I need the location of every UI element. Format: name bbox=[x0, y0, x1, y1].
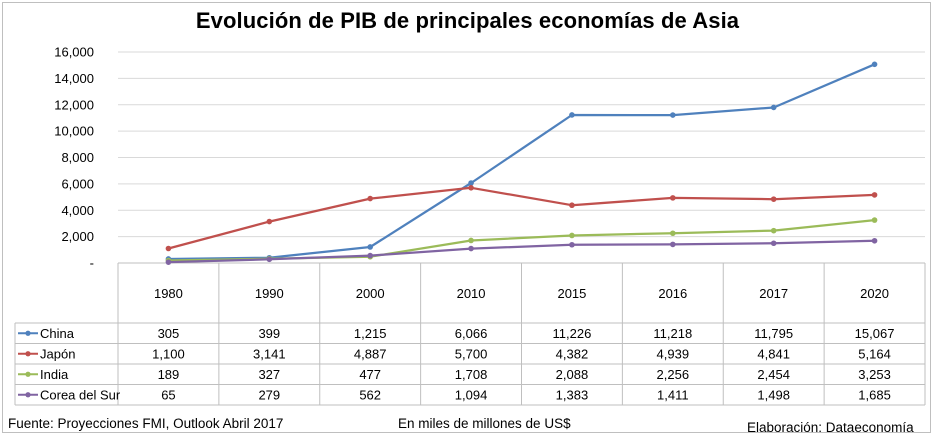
data-point bbox=[266, 256, 273, 263]
data-label: 2,256 bbox=[657, 367, 690, 382]
y-tick-label: 8,000 bbox=[61, 150, 94, 165]
data-label: 4,939 bbox=[657, 346, 690, 361]
data-point bbox=[770, 196, 777, 202]
data-label: 15,067 bbox=[855, 326, 895, 341]
data-point bbox=[468, 185, 474, 191]
data-point bbox=[871, 217, 878, 223]
legend-series-name: India bbox=[40, 367, 69, 382]
data-point bbox=[165, 259, 172, 265]
data-point bbox=[569, 112, 575, 118]
data-label: 1,383 bbox=[556, 387, 589, 402]
legend-series-name: China bbox=[40, 326, 75, 341]
units-note: En miles de millones de US$ bbox=[398, 416, 571, 431]
y-tick-label: 12,000 bbox=[54, 97, 94, 112]
data-label: 1,498 bbox=[757, 387, 790, 402]
data-label: 1,215 bbox=[354, 326, 387, 341]
data-point bbox=[367, 195, 373, 202]
data-point bbox=[770, 240, 777, 247]
legend-key-marker bbox=[25, 351, 31, 357]
x-category-label: 2016 bbox=[658, 286, 687, 301]
data-point bbox=[165, 245, 172, 252]
data-point bbox=[871, 237, 878, 244]
data-label: 4,841 bbox=[757, 346, 790, 361]
x-category-label: 2015 bbox=[557, 286, 586, 301]
legend-key-marker bbox=[25, 392, 31, 398]
y-tick-label: 4,000 bbox=[61, 203, 94, 218]
data-point bbox=[670, 230, 676, 237]
data-point bbox=[871, 61, 878, 68]
data-label: 562 bbox=[359, 387, 381, 402]
data-label: 2,088 bbox=[556, 367, 589, 382]
data-label: 65 bbox=[161, 387, 175, 402]
data-label: 11,226 bbox=[553, 326, 592, 341]
data-label: 189 bbox=[158, 367, 180, 382]
y-tick-label: 14,000 bbox=[54, 71, 94, 86]
series-line-corea-del-sur bbox=[168, 239, 875, 264]
data-point bbox=[367, 244, 373, 250]
data-label: 5,164 bbox=[858, 346, 891, 361]
data-table: 1980 1990 2000 2010 2015 2016 2017 2020 China 305… bbox=[14, 262, 926, 406]
data-point bbox=[670, 241, 676, 248]
series-line-japón bbox=[168, 186, 875, 250]
legend-key-marker bbox=[25, 330, 31, 336]
data-label: 4,382 bbox=[556, 346, 589, 361]
data-label: 3,253 bbox=[858, 367, 891, 382]
legend-series-name: Corea del Sur bbox=[40, 387, 121, 402]
data-label: 11,795 bbox=[754, 326, 793, 341]
series-line-china bbox=[168, 63, 876, 261]
x-category-label: 2010 bbox=[457, 286, 486, 301]
data-label: 477 bbox=[359, 367, 381, 382]
data-label: 399 bbox=[258, 326, 280, 341]
data-point bbox=[266, 218, 273, 225]
data-label: 279 bbox=[258, 387, 280, 402]
series-lines bbox=[165, 61, 878, 265]
data-point bbox=[670, 195, 676, 201]
data-point bbox=[670, 112, 676, 118]
credit-note: Elaboración: Dataeconomía bbox=[747, 420, 914, 435]
data-label: 1,094 bbox=[455, 387, 488, 402]
data-point bbox=[569, 202, 575, 209]
data-label: 1,411 bbox=[657, 387, 689, 402]
data-label: 1,100 bbox=[152, 346, 185, 361]
data-label: 3,141 bbox=[253, 346, 286, 361]
x-category-label: 2020 bbox=[860, 286, 889, 301]
legend-key-marker bbox=[25, 371, 31, 377]
legend-series-name: Japón bbox=[40, 346, 75, 361]
data-label: 4,887 bbox=[354, 346, 387, 361]
x-category-label: 2000 bbox=[356, 286, 385, 301]
y-tick-label: 6,000 bbox=[61, 176, 94, 191]
x-category-label: 1990 bbox=[255, 286, 284, 301]
data-label: 6,066 bbox=[455, 326, 488, 341]
source-note: Fuente: Proyecciones FMI, Outlook Abril … bbox=[8, 416, 284, 431]
data-point bbox=[468, 180, 474, 186]
data-point bbox=[569, 241, 575, 248]
gridlines bbox=[118, 51, 925, 238]
data-point bbox=[770, 104, 777, 111]
data-label: 305 bbox=[158, 326, 180, 341]
chart-frame bbox=[2, 2, 931, 433]
y-tick-label: - bbox=[90, 256, 94, 271]
x-category-label: 2017 bbox=[759, 286, 788, 301]
data-point bbox=[367, 252, 373, 259]
data-label: 2,454 bbox=[757, 367, 790, 382]
data-label: 11,218 bbox=[653, 326, 692, 341]
y-tick-label: 10,000 bbox=[54, 124, 94, 139]
data-point bbox=[468, 245, 474, 252]
data-point bbox=[468, 237, 474, 244]
data-point bbox=[770, 227, 777, 234]
data-label: 1,685 bbox=[858, 387, 891, 402]
data-point bbox=[569, 232, 575, 239]
y-tick-label: 16,000 bbox=[54, 45, 94, 60]
data-point bbox=[871, 192, 878, 198]
data-label: 1,708 bbox=[455, 367, 488, 382]
data-label: 327 bbox=[258, 367, 280, 382]
x-category-label: 1980 bbox=[154, 286, 183, 301]
y-axis-tick-labels: - 2,000 4,000 6,000 8,000 10,000 12,000 14,000 1… bbox=[54, 45, 94, 271]
series-line-india bbox=[168, 218, 875, 262]
y-tick-label: 2,000 bbox=[61, 229, 94, 244]
data-label: 5,700 bbox=[455, 346, 488, 361]
chart-title: Evolución de PIB de principales economía… bbox=[195, 8, 740, 33]
